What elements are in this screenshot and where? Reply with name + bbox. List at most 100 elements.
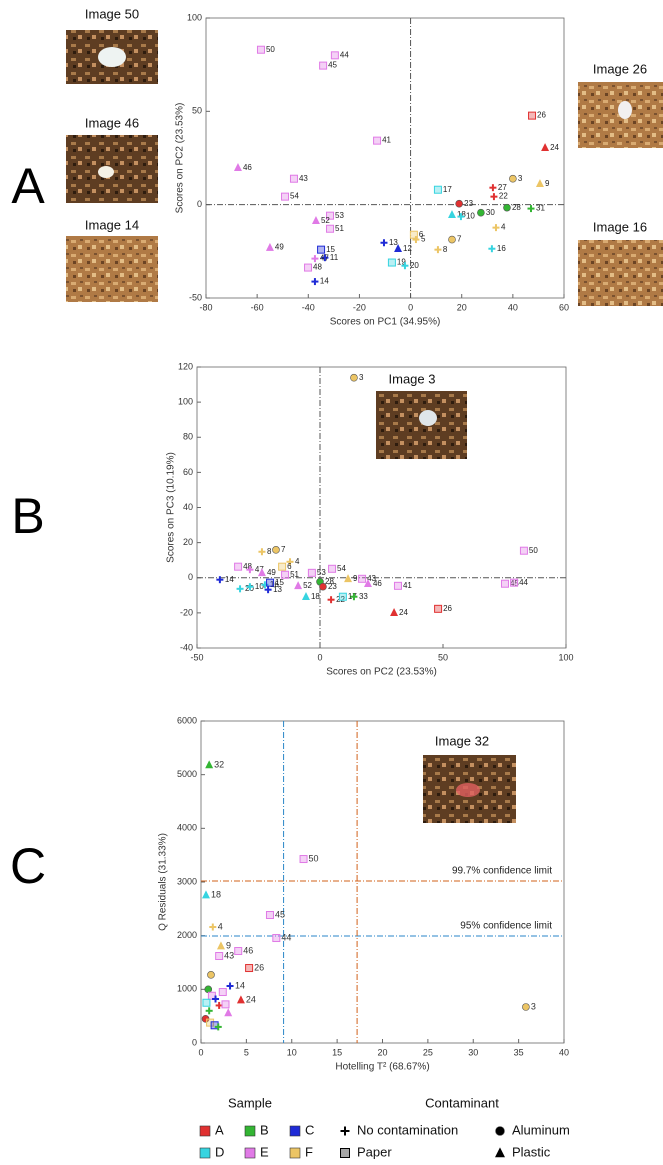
point-label: 14 <box>235 980 245 990</box>
marker-plus <box>214 1023 222 1031</box>
point-label: 47 <box>320 254 329 263</box>
marker-circle <box>448 235 456 244</box>
legend-label: D <box>215 1144 224 1159</box>
marker-triangle <box>344 574 353 583</box>
point-label: 44 <box>519 578 528 587</box>
marker-triangle <box>224 1008 233 1017</box>
image-caption: Image 14 <box>85 217 139 232</box>
marker-plus <box>492 224 500 232</box>
point-label: 24 <box>550 143 559 152</box>
legend-marker <box>340 1126 350 1136</box>
point-label: 16 <box>497 244 506 253</box>
image-caption: Image 3 <box>389 371 436 386</box>
marker-triangle <box>233 163 242 172</box>
contaminant-spot <box>98 47 126 67</box>
marker-plus <box>350 593 358 601</box>
marker-square <box>328 564 337 573</box>
point-label: 46 <box>243 163 252 172</box>
point-label: 13 <box>273 585 282 594</box>
point-label: 32 <box>214 759 224 769</box>
marker-square <box>373 136 382 145</box>
y-axis-label: Scores on PC2 (23.53%) <box>175 103 186 214</box>
image-caption: Image 32 <box>435 733 489 748</box>
marker-plus <box>401 262 409 270</box>
marker-triangle <box>205 760 214 769</box>
legend-label: C <box>305 1122 314 1137</box>
marker-triangle <box>216 941 225 950</box>
marker-plus <box>380 239 388 247</box>
point-label: 12 <box>403 244 412 253</box>
legend-swatch <box>199 1125 211 1137</box>
marker-plus <box>216 576 224 584</box>
marker-square <box>256 45 265 54</box>
x-tick-label: 0 <box>198 1047 203 1057</box>
thumbnail <box>376 391 467 459</box>
point-label: 44 <box>281 932 291 942</box>
legend-label: E <box>260 1144 269 1159</box>
marker-plus <box>321 254 329 262</box>
point-label: 51 <box>290 570 299 579</box>
image-caption: Image 46 <box>85 115 139 130</box>
y-tick-label: 120 <box>178 361 193 371</box>
x-tick-label: -80 <box>199 302 212 312</box>
marker-triangle <box>265 242 274 251</box>
point-label: 33 <box>359 592 368 601</box>
y-tick-label: 40 <box>183 502 193 512</box>
marker-square <box>281 192 290 201</box>
point-label: 50 <box>309 853 319 863</box>
marker-plus <box>457 213 465 221</box>
marker-square <box>202 998 211 1007</box>
marker-plus <box>311 278 319 286</box>
y-tick-label: 50 <box>192 106 202 116</box>
x-tick-label: 30 <box>468 1047 478 1057</box>
legend-title: Contaminant <box>425 1095 499 1110</box>
marker-plus <box>261 581 269 589</box>
point-label: 3 <box>531 1001 536 1011</box>
x-tick-label: 40 <box>559 1047 569 1057</box>
point-label: 45 <box>510 579 519 588</box>
panel-letter: B <box>11 488 44 544</box>
y-tick-label: -20 <box>180 607 193 617</box>
marker-plus <box>264 586 272 594</box>
panel-letter: A <box>11 158 45 214</box>
point-label: 46 <box>243 945 253 955</box>
point-label: 48 <box>243 562 252 571</box>
x-tick-label: 15 <box>332 1047 342 1057</box>
marker-plus <box>226 982 234 990</box>
point-label: 9 <box>353 574 358 583</box>
marker-square <box>528 111 537 120</box>
marker-square <box>326 211 335 220</box>
marker-square <box>326 224 335 233</box>
marker-square <box>245 964 254 973</box>
marker-plus <box>209 923 217 931</box>
x-axis-label: Scores on PC1 (34.95%) <box>330 317 441 328</box>
point-label: 17 <box>443 185 452 194</box>
point-label: 49 <box>267 568 276 577</box>
x-tick-label: -40 <box>302 302 315 312</box>
point-label: 43 <box>224 950 234 960</box>
y-tick-label: 6000 <box>177 715 197 725</box>
marker-plus <box>490 193 498 201</box>
marker-triangle <box>202 890 210 899</box>
marker-triangle <box>448 210 456 219</box>
point-label: 8 <box>443 245 448 254</box>
marker-square <box>266 578 275 587</box>
point-label: 46 <box>373 579 382 588</box>
marker-plus <box>212 995 220 1003</box>
marker-triangle <box>311 216 320 225</box>
point-label: 47 <box>255 565 264 574</box>
plot-frame <box>205 17 565 299</box>
legend-swatch <box>244 1125 256 1137</box>
point-label: 9 <box>226 940 231 950</box>
point-label: 4 <box>218 921 223 931</box>
x-tick-label: 60 <box>559 302 569 312</box>
contaminant-spot <box>618 101 632 119</box>
thumbnail <box>578 240 663 306</box>
y-tick-label: 80 <box>183 432 193 442</box>
marker-triangle <box>363 579 372 588</box>
y-axis-label: Q Residuals (31.33%) <box>158 833 169 931</box>
marker-square <box>304 263 313 272</box>
image-caption: Image 50 <box>85 6 139 21</box>
limit-label: 95% confidence limit <box>460 921 552 932</box>
point-label: 53 <box>335 211 344 220</box>
